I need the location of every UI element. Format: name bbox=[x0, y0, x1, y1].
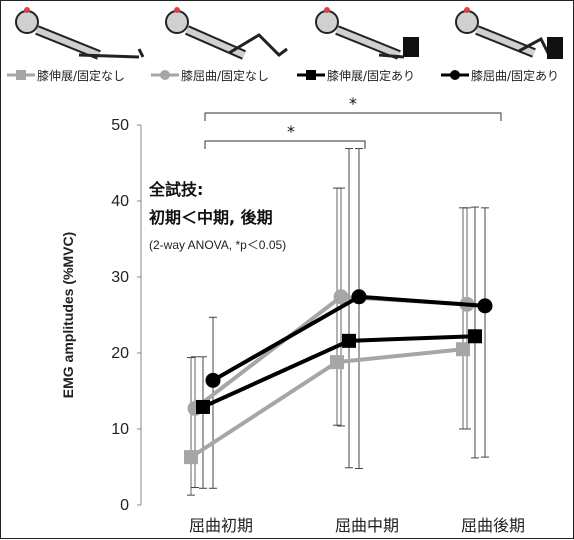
series-layer bbox=[184, 148, 493, 496]
data-point-square bbox=[468, 329, 482, 344]
bracket-early-vs-late bbox=[204, 112, 502, 121]
legend-item-knee-extended-no-fixation: 膝伸展/固定なし bbox=[7, 68, 125, 83]
annotation-all-trials: 全試技: bbox=[148, 180, 203, 199]
data-point-square bbox=[184, 450, 198, 465]
data-point-square bbox=[342, 333, 356, 348]
significance-marker: * bbox=[287, 122, 295, 141]
posture-icon-knee-flexed-no-fixation bbox=[165, 7, 288, 60]
data-point-circle bbox=[351, 289, 367, 305]
legend-item-knee-extended-fixed: 膝伸展/固定あり bbox=[297, 68, 415, 83]
data-point-circle bbox=[477, 298, 493, 314]
legend-item-knee-flexed-no-fixation: 膝屈曲/固定なし bbox=[151, 68, 269, 83]
y-tick-label: 10 bbox=[111, 421, 129, 438]
x-category-label: 屈曲初期 bbox=[189, 516, 253, 535]
legend-label: 膝屈曲/固定なし bbox=[181, 68, 269, 83]
series-line bbox=[189, 347, 464, 459]
data-point-square bbox=[456, 342, 470, 357]
x-categories: 屈曲初期 屈曲中期 屈曲後期 bbox=[189, 516, 525, 535]
annotation-comparison: 初期＜中期, 後期 bbox=[149, 208, 273, 227]
x-category-label: 屈曲後期 bbox=[461, 516, 525, 535]
x-category-label: 屈曲中期 bbox=[335, 516, 399, 535]
y-tick-label: 40 bbox=[111, 193, 129, 210]
data-point-circle bbox=[333, 289, 349, 305]
data-point-square bbox=[196, 399, 210, 414]
legend: 膝伸展/固定なし 膝屈曲/固定なし 膝伸展/固定あり 膝屈曲/固定あり bbox=[7, 68, 559, 83]
y-tick-label: 50 bbox=[111, 117, 129, 134]
significance-marker: * bbox=[349, 94, 357, 113]
data-point-circle bbox=[205, 372, 221, 388]
data-point-square bbox=[330, 355, 344, 370]
legend-label: 膝屈曲/固定あり bbox=[471, 68, 559, 83]
legend-item-knee-flexed-fixed: 膝屈曲/固定あり bbox=[441, 68, 559, 83]
legend-label: 膝伸展/固定なし bbox=[37, 68, 125, 83]
bracket-early-vs-mid bbox=[204, 140, 366, 149]
y-tick-label: 30 bbox=[111, 269, 129, 286]
y-tick-label: 0 bbox=[120, 497, 129, 514]
legend-label: 膝伸展/固定あり bbox=[327, 68, 415, 83]
posture-icon-knee-extended-fixed bbox=[315, 7, 419, 60]
posture-icon-knee-flexed-fixed bbox=[455, 7, 563, 59]
y-axis-label: EMG amplitudes (%MVC) bbox=[60, 232, 76, 398]
y-ticks: 0 10 20 30 40 50 bbox=[111, 117, 141, 514]
significance-brackets: * * bbox=[204, 94, 502, 149]
y-tick-label: 20 bbox=[111, 345, 129, 362]
posture-icon-knee-extended-no-fixation bbox=[15, 7, 145, 60]
annotation-statistics: (2-way ANOVA, *p＜0.05) bbox=[149, 238, 286, 252]
